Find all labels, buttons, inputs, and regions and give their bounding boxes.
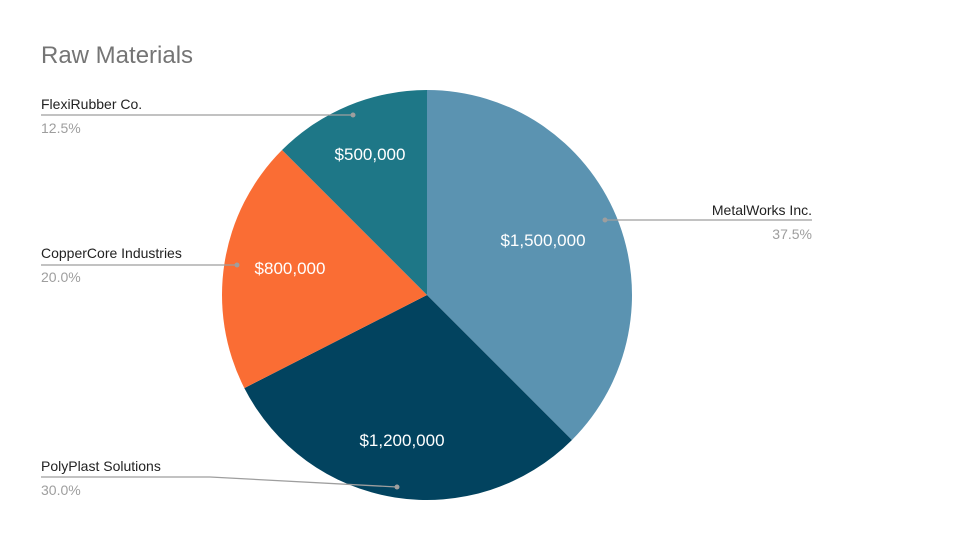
pie-slice-polyplast-solutions (244, 295, 572, 501)
pie-slice-metalworks-inc (427, 90, 632, 440)
pie-slice-flexirubber-co (282, 90, 427, 295)
slice-value-label: $800,000 (255, 259, 326, 278)
slice-name-label: PolyPlast Solutions (41, 458, 161, 474)
slice-name-label: CopperCore Industries (41, 245, 182, 261)
slice-percent-label: 37.5% (772, 226, 812, 242)
leader-dot (234, 262, 240, 268)
slice-value-label: $500,000 (335, 145, 406, 164)
leader-dot (602, 217, 608, 223)
slice-name-label: MetalWorks Inc. (712, 202, 812, 218)
slice-value-label: $1,500,000 (500, 231, 585, 250)
leader-dot (350, 112, 356, 118)
slice-percent-label: 12.5% (41, 120, 81, 136)
chart-title: Raw Materials (41, 42, 194, 69)
pie-slice-coppercore-industries (221, 150, 427, 389)
slice-value-label: $1,200,000 (359, 431, 444, 450)
slice-percent-label: 20.0% (41, 269, 81, 285)
leader-dot (394, 484, 400, 490)
leader-line (41, 476, 398, 488)
slice-name-label: FlexiRubber Co. (41, 96, 142, 112)
slice-percent-label: 30.0% (41, 482, 81, 498)
